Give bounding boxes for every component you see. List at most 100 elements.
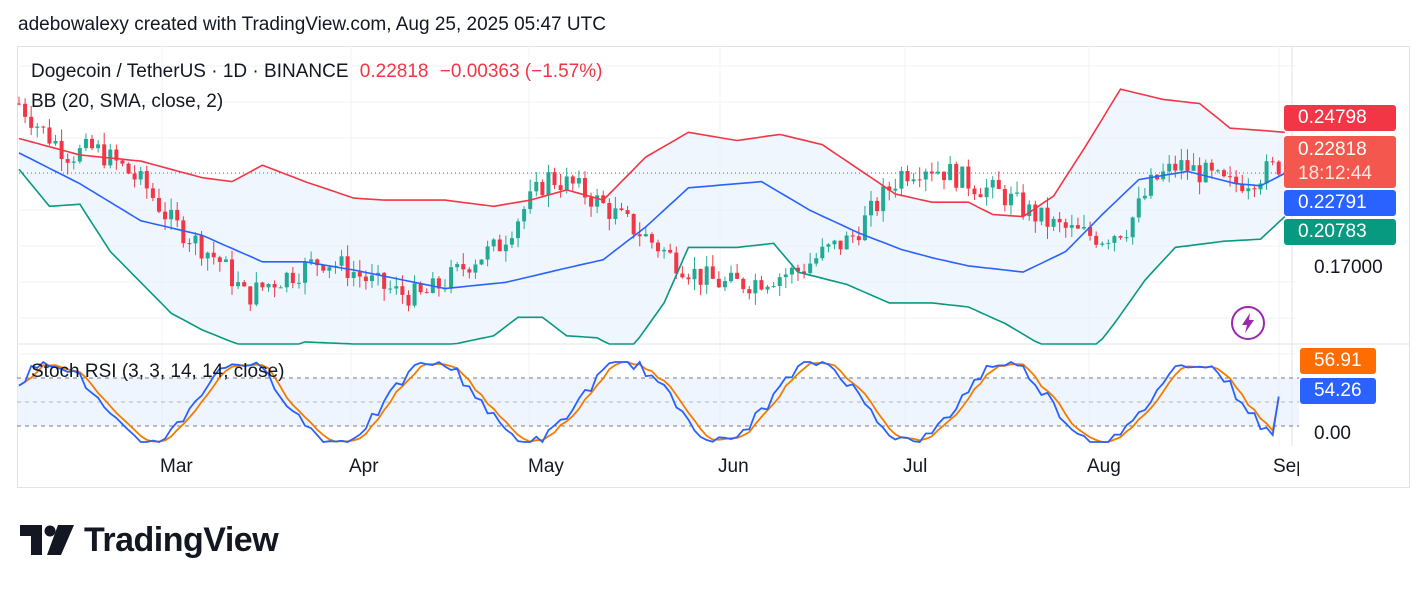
symbol-legend[interactable]: Dogecoin / TetherUS · 1D · BINANCE 0.228… bbox=[31, 61, 602, 83]
candle-up bbox=[1039, 207, 1044, 222]
candle-down bbox=[90, 138, 95, 149]
candle-down bbox=[795, 267, 800, 272]
candle-up bbox=[1179, 160, 1184, 171]
candle-up bbox=[820, 246, 825, 259]
candle-down bbox=[1240, 183, 1245, 192]
candle-up bbox=[369, 275, 374, 282]
symbol-title: Dogecoin / TetherUS · 1D · BINANCE bbox=[31, 61, 349, 82]
candle-down bbox=[211, 252, 216, 258]
candle-down bbox=[929, 171, 934, 174]
candle-up bbox=[1015, 192, 1020, 194]
candle-up bbox=[546, 172, 551, 196]
time-label-may: May bbox=[528, 456, 564, 477]
candle-up bbox=[473, 264, 478, 273]
candle-up bbox=[613, 208, 618, 219]
candle-down bbox=[290, 272, 295, 284]
candle-down bbox=[741, 278, 746, 290]
candle-up bbox=[576, 178, 581, 184]
candle-up bbox=[449, 267, 454, 289]
stoch-k-line bbox=[18, 360, 1280, 444]
candle-up bbox=[96, 144, 101, 149]
stoch-tick-label: 0.00 bbox=[1314, 423, 1351, 444]
bb-lower-line bbox=[18, 168, 1286, 345]
candle-down bbox=[321, 265, 326, 271]
price-chart[interactable] bbox=[17, 46, 1410, 488]
candle-up bbox=[911, 179, 916, 182]
candle-down bbox=[710, 266, 715, 279]
candle-down bbox=[668, 249, 673, 253]
candle-down bbox=[905, 170, 910, 182]
candle-down bbox=[23, 103, 28, 117]
candle-down bbox=[540, 181, 545, 196]
candle-down bbox=[418, 283, 423, 293]
candle-up bbox=[844, 235, 849, 250]
candle-up bbox=[388, 288, 393, 290]
candle-up bbox=[984, 187, 989, 198]
candle-up bbox=[564, 176, 569, 191]
candle-up bbox=[1215, 170, 1220, 172]
candle-up bbox=[783, 274, 788, 278]
candle-up bbox=[394, 286, 399, 289]
candle-down bbox=[1002, 188, 1007, 206]
lightning-icon[interactable] bbox=[1231, 306, 1265, 340]
tradingview-logo[interactable]: TradingView bbox=[20, 520, 279, 560]
candle-down bbox=[132, 173, 137, 180]
candle-up bbox=[351, 272, 356, 278]
candle-down bbox=[716, 278, 721, 288]
candle-up bbox=[169, 209, 174, 220]
candle-up bbox=[1130, 217, 1135, 238]
time-label-apr: Apr bbox=[349, 456, 379, 477]
candle-down bbox=[631, 213, 636, 235]
candle-up bbox=[1264, 161, 1269, 184]
candle-down bbox=[436, 278, 441, 289]
bb-lower-tag: 0.20783 bbox=[1284, 219, 1396, 245]
candle-up bbox=[990, 179, 995, 188]
candle-down bbox=[47, 127, 52, 144]
candle-down bbox=[996, 179, 1001, 189]
candle-up bbox=[296, 282, 301, 284]
candle-down bbox=[1057, 218, 1062, 223]
candle-down bbox=[181, 220, 186, 244]
candle-up bbox=[35, 126, 40, 128]
candle-down bbox=[163, 211, 168, 220]
candle-up bbox=[1100, 243, 1105, 245]
candle-up bbox=[236, 282, 241, 287]
candle-up bbox=[284, 272, 289, 288]
candle-up bbox=[1167, 163, 1172, 172]
candle-up bbox=[771, 286, 776, 288]
candle-up bbox=[826, 244, 831, 247]
candle-down bbox=[17, 103, 21, 105]
last-price: 0.22818 bbox=[359, 61, 429, 82]
candle-up bbox=[1008, 193, 1013, 206]
candle-up bbox=[899, 170, 904, 189]
tradingview-wordmark: TradingView bbox=[84, 520, 279, 559]
candle-down bbox=[875, 200, 880, 212]
candle-up bbox=[1027, 204, 1032, 217]
candle-down bbox=[589, 197, 594, 207]
candle-down bbox=[156, 197, 161, 212]
candle-up bbox=[1082, 227, 1086, 229]
last-price-value: 0.22818 bbox=[1298, 139, 1367, 160]
candle-down bbox=[1173, 163, 1178, 171]
candle-up bbox=[662, 249, 667, 252]
candle-down bbox=[272, 284, 277, 288]
candle-down bbox=[838, 240, 843, 250]
candle-down bbox=[1234, 176, 1239, 184]
candle-down bbox=[497, 239, 502, 252]
candle-down bbox=[382, 272, 387, 289]
bb-basis-tag: 0.22791 bbox=[1284, 190, 1396, 216]
stoch-d-tag: 54.26 bbox=[1300, 378, 1376, 404]
candle-down bbox=[1209, 162, 1214, 171]
candle-down bbox=[552, 172, 557, 186]
candle-down bbox=[698, 268, 703, 285]
stoch-legend[interactable]: Stoch RSI (3, 3, 14, 14, close) bbox=[31, 361, 285, 382]
candle-up bbox=[869, 200, 873, 216]
candle-down bbox=[917, 179, 922, 181]
candle-up bbox=[485, 246, 490, 260]
candle-down bbox=[954, 163, 959, 188]
candle-up bbox=[138, 171, 143, 180]
bb-legend[interactable]: BB (20, SMA, close, 2) bbox=[31, 91, 224, 112]
candle-down bbox=[144, 171, 149, 189]
candle-up bbox=[960, 166, 965, 188]
candle-up bbox=[893, 188, 898, 191]
